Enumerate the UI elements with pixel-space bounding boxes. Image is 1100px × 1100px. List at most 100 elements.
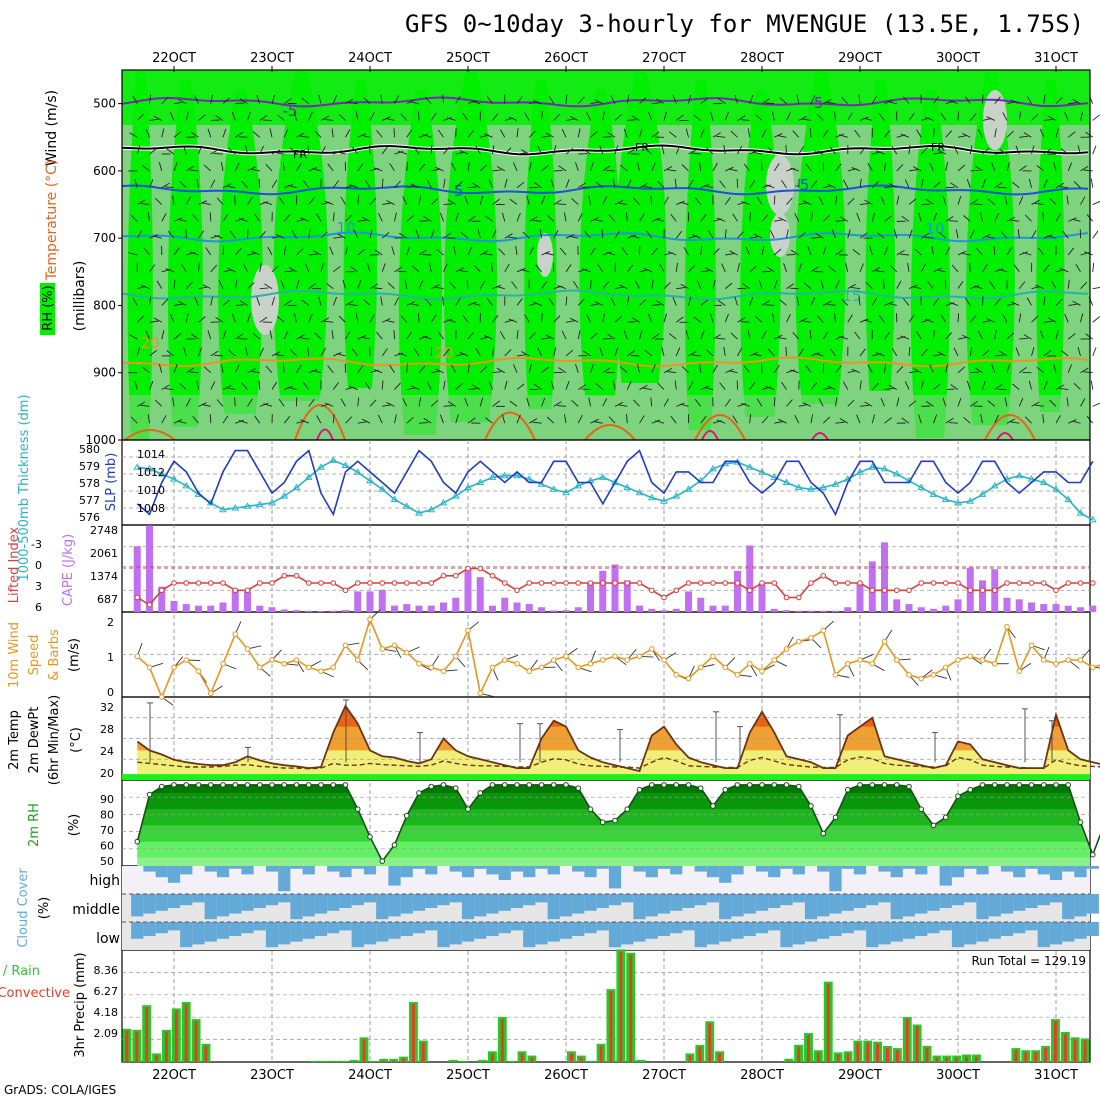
thickness-tick: 577 bbox=[79, 494, 100, 507]
upper-wind-barb bbox=[627, 234, 636, 239]
precip-convective-bar bbox=[520, 1053, 524, 1062]
upper-wind-barb bbox=[918, 414, 922, 424]
cloud-bar bbox=[1000, 894, 1014, 914]
upper-wind-barb bbox=[137, 401, 146, 407]
contour-label: FR bbox=[635, 141, 649, 154]
upper-wind-barb bbox=[639, 415, 645, 424]
upper-wind-barb bbox=[283, 246, 287, 256]
upper-wind-barb bbox=[577, 128, 581, 138]
date-label-bottom: 28OCT bbox=[740, 1068, 784, 1083]
lifted-index-point bbox=[134, 594, 141, 601]
wind-speed-point bbox=[526, 668, 533, 674]
upper-wind-barb bbox=[1049, 197, 1057, 205]
upper-wind-barb bbox=[826, 303, 836, 306]
cape-bar bbox=[868, 561, 876, 612]
upper-wind-barb bbox=[165, 268, 175, 273]
cape-bar bbox=[758, 583, 766, 612]
upper-wind-barb bbox=[389, 163, 395, 172]
cloud-bar bbox=[755, 922, 769, 934]
upper-wind-barb bbox=[480, 250, 489, 256]
upper-wind-barb bbox=[307, 145, 310, 155]
thickness-point bbox=[684, 485, 693, 492]
thickness-point bbox=[329, 456, 338, 463]
upper-wind-barb bbox=[357, 421, 367, 424]
upper-wind-barb bbox=[945, 363, 949, 373]
dewpt-line bbox=[137, 756, 1100, 770]
upper-wind-barb bbox=[688, 179, 694, 188]
upper-wind-barb bbox=[332, 212, 335, 222]
upper-wind-barb bbox=[994, 298, 1001, 306]
rh2m-point bbox=[575, 785, 582, 791]
upper-wind-barb bbox=[539, 229, 542, 239]
cloud-bar bbox=[547, 866, 560, 875]
upper-wind-barb bbox=[761, 184, 771, 189]
upper-wind-barb bbox=[149, 381, 154, 390]
cloud-bar bbox=[633, 866, 646, 872]
upper-wind-barb bbox=[250, 168, 260, 172]
precip-convective-bar bbox=[1024, 1052, 1028, 1062]
rh2m-point bbox=[367, 833, 373, 840]
lifted-index-point bbox=[918, 580, 925, 586]
upper-wind-barb bbox=[829, 348, 836, 357]
upper-wind-barb bbox=[913, 166, 922, 172]
upper-wind-barb bbox=[1047, 235, 1057, 239]
upper-wind-barb bbox=[406, 129, 413, 138]
upper-wind-barb bbox=[724, 197, 731, 205]
upper-wind-barb bbox=[724, 229, 727, 239]
wind-speed-point bbox=[428, 664, 435, 671]
upper-wind-barb bbox=[147, 414, 150, 424]
wind-label: & Barbs bbox=[47, 629, 62, 681]
cloud-bar bbox=[572, 894, 585, 914]
upper-wind-barb bbox=[577, 96, 585, 104]
upper-wind-barb bbox=[169, 112, 175, 121]
upper-wind-barb bbox=[786, 197, 793, 205]
cloud-bar bbox=[682, 894, 695, 908]
upper-wind-barb bbox=[730, 130, 738, 138]
upper-wind-barb bbox=[774, 421, 784, 424]
upper-wind-barb bbox=[696, 280, 702, 289]
upper-wind-barb bbox=[786, 167, 796, 172]
lifted-index-point bbox=[342, 587, 349, 594]
date-label-top: 31OCT bbox=[1034, 51, 1078, 66]
upper-wind-barb bbox=[761, 161, 763, 171]
upper-wind-barb bbox=[283, 330, 289, 340]
precip-convective-bar bbox=[579, 1057, 583, 1062]
upper-wind-barb bbox=[761, 363, 763, 373]
upper-wind-barb bbox=[1047, 115, 1057, 121]
upper-wind-barb bbox=[553, 315, 561, 323]
cape-bar bbox=[489, 605, 496, 612]
upper-wind-barb bbox=[987, 400, 996, 407]
cloud-bar bbox=[412, 866, 426, 869]
upper-wind-barb bbox=[676, 402, 685, 407]
upper-wind-barb bbox=[431, 370, 441, 374]
upper-wind-barb bbox=[749, 296, 754, 306]
upper-wind-barb bbox=[675, 114, 684, 121]
upper-wind-barb bbox=[994, 384, 1003, 390]
upper-wind-barb bbox=[749, 212, 751, 222]
upper-wind-barb bbox=[1018, 196, 1024, 205]
lifted-index-point bbox=[722, 580, 729, 586]
upper-wind-barb bbox=[1036, 366, 1045, 374]
upper-wind-barb bbox=[884, 129, 891, 138]
upper-wind-barb bbox=[667, 371, 677, 374]
upper-wind-barb bbox=[783, 263, 787, 272]
date-label-bottom: 24OCT bbox=[348, 1068, 392, 1083]
upper-wind-barb bbox=[773, 248, 782, 256]
upper-wind-barb bbox=[1072, 98, 1081, 105]
upper-wind-barb bbox=[957, 135, 967, 138]
upper-wind-barb bbox=[777, 135, 787, 138]
upper-wind-barb bbox=[529, 418, 538, 424]
wind-speed-point bbox=[354, 657, 361, 663]
precip-convective-bar bbox=[619, 951, 623, 1062]
upper-wind-barb bbox=[790, 167, 799, 172]
cloud-bar bbox=[608, 894, 622, 906]
upper-wind-barb bbox=[891, 347, 898, 357]
wind-speed-point bbox=[550, 657, 557, 663]
temp-fill-mid bbox=[137, 705, 1090, 751]
upper-wind-barb bbox=[1017, 229, 1020, 239]
cloud-label: Cloud Cover bbox=[16, 868, 31, 948]
thickness-point bbox=[917, 483, 926, 491]
rh-high-plume bbox=[910, 90, 950, 438]
thickness-tick: 580 bbox=[79, 443, 100, 456]
cloud-bar bbox=[657, 922, 671, 936]
